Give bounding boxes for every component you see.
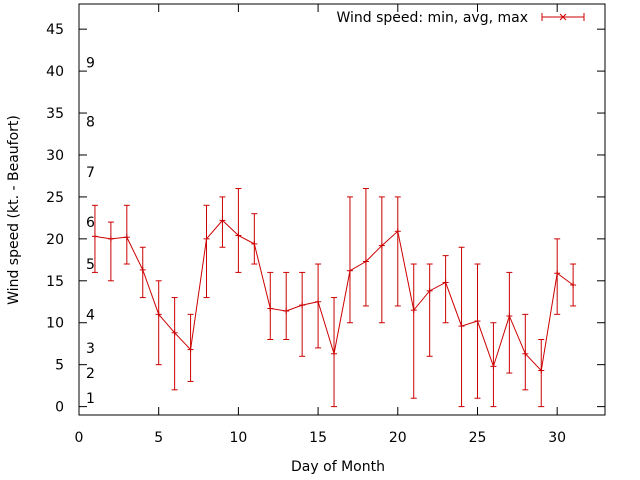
beaufort-label: 7 (86, 165, 95, 181)
data-point (299, 302, 306, 309)
data-point (538, 367, 545, 374)
x-tick-label: 20 (389, 430, 407, 446)
x-tick-label: 0 (75, 430, 84, 446)
plot-border (78, 3, 606, 416)
data-point (346, 267, 353, 274)
beaufort-label: 1 (86, 391, 95, 407)
data-point (107, 235, 114, 242)
data-point (410, 307, 417, 314)
data-point (442, 279, 449, 286)
beaufort-label: 5 (86, 257, 95, 273)
data-point (251, 240, 258, 247)
data-point (123, 234, 130, 241)
beaufort-label: 9 (86, 56, 95, 72)
data-point (267, 305, 274, 312)
data-point (283, 307, 290, 314)
y-tick-label: 25 (46, 190, 64, 206)
data-point (426, 287, 433, 294)
y-tick-label: 10 (46, 316, 64, 332)
x-tick-label: 30 (548, 430, 566, 446)
data-point (362, 258, 369, 265)
data-point (235, 232, 242, 239)
beaufort-label: 8 (86, 114, 95, 130)
data-point (315, 298, 322, 305)
data-point (458, 323, 465, 330)
y-tick-label: 0 (55, 400, 64, 416)
data-point (331, 350, 338, 357)
beaufort-scale-labels: 1 2 3 4 5 6 7 8 9 (86, 56, 95, 408)
data-point (171, 329, 178, 336)
beaufort-label: 6 (86, 215, 95, 231)
data-point (187, 346, 194, 353)
beaufort-label: 2 (86, 366, 95, 382)
data-point (155, 311, 162, 318)
x-tick-label: 5 (154, 430, 163, 446)
y-axis-label: Wind speed (kt. - Beaufort) (6, 115, 22, 305)
data-point (139, 266, 146, 273)
series-wind-speed (91, 188, 577, 408)
data-point (490, 363, 497, 370)
data-point (394, 228, 401, 235)
x-tick-label: 15 (309, 430, 327, 446)
data-point (203, 235, 210, 242)
x-tick-label: 25 (469, 430, 487, 446)
y-tick-label: 20 (46, 232, 64, 248)
x-axis-label: Day of Month (291, 459, 385, 475)
y-tick-label: 5 (55, 358, 64, 374)
data-point (570, 281, 577, 288)
data-point (378, 242, 385, 249)
data-point (522, 350, 529, 357)
data-point (219, 217, 226, 224)
data-point (91, 233, 98, 240)
y-tick-label: 45 (46, 22, 64, 38)
legend: Wind speed: min, avg, max (336, 10, 585, 26)
y-tick-label: 15 (46, 274, 64, 290)
y-tick-label: 35 (46, 106, 64, 122)
data-point (506, 313, 513, 320)
x-tick-label: 10 (229, 430, 247, 446)
data-point (554, 270, 561, 277)
beaufort-label: 4 (86, 307, 95, 323)
beaufort-label: 3 (86, 341, 95, 357)
y-tick-label: 30 (46, 148, 64, 164)
plot-frame (78, 3, 606, 416)
legend-series-label: Wind speed: min, avg, max (336, 10, 528, 26)
legend-series-swatch (541, 13, 585, 21)
data-point (474, 318, 481, 325)
y-tick-label: 40 (46, 64, 64, 80)
